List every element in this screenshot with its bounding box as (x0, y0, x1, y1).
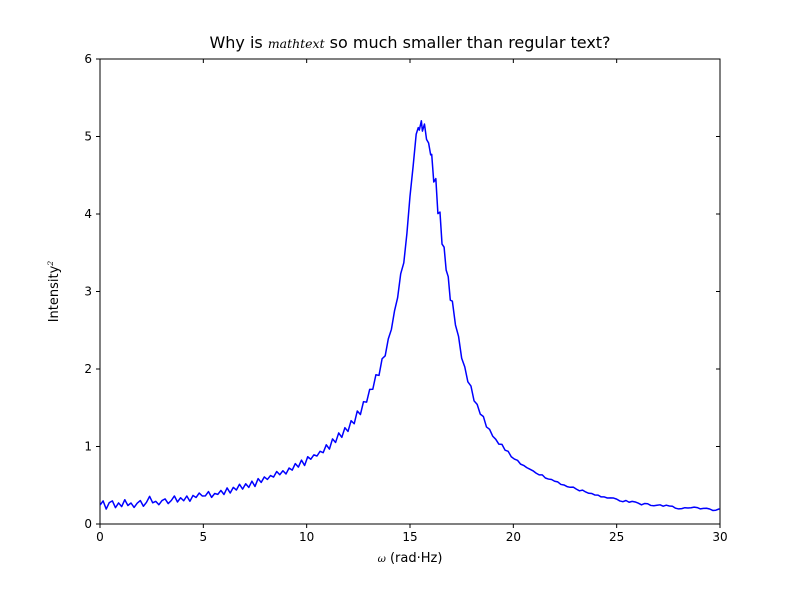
x-tick-label: 15 (402, 530, 417, 544)
y-axis-label: Intensity2 (46, 261, 62, 323)
y-tick-label: 0 (84, 517, 92, 531)
y-tick-label: 5 (84, 130, 92, 144)
x-tick-label: 30 (712, 530, 727, 544)
x-tick-label: 20 (506, 530, 521, 544)
x-axis-label: ω (rad·Hz) (378, 551, 443, 566)
y-tick-label: 3 (84, 285, 92, 299)
chart-container: 0 5 10 15 20 25 30 0 1 2 3 4 5 6 ω (rad·Hz) Intensity2 W… (0, 0, 800, 597)
y-tick-label: 4 (84, 207, 92, 221)
y-tick-label: 2 (84, 362, 92, 376)
chart-title: Why is mathtext so much smaller than reg… (209, 33, 610, 52)
x-tick-label: 10 (299, 530, 314, 544)
x-tick-label: 0 (96, 530, 104, 544)
x-tick-label: 25 (609, 530, 624, 544)
line-chart: 0 5 10 15 20 25 30 0 1 2 3 4 5 6 ω (rad·Hz) Intensity2 W… (0, 0, 800, 597)
y-tick-label: 1 (84, 440, 92, 454)
y-tick-label: 6 (84, 52, 92, 66)
x-tick-label: 5 (200, 530, 208, 544)
